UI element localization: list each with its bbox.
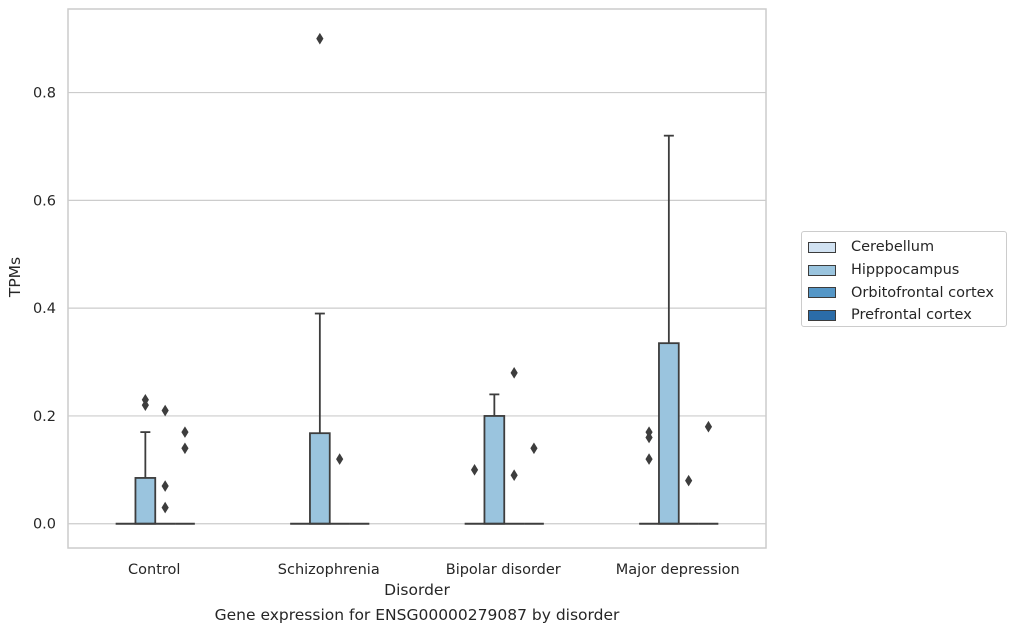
box-hipppocampus	[309, 432, 331, 525]
legend-swatch	[808, 309, 836, 321]
y-tick-label: 0.0	[33, 517, 56, 533]
box-hipppocampus	[483, 415, 506, 525]
legend-label: Hipppocampus	[851, 262, 960, 279]
y-tick-label: 0.2	[33, 409, 56, 425]
outlier-point	[645, 426, 653, 438]
box-hipppocampus	[658, 342, 680, 525]
outlier-point	[510, 469, 518, 482]
outlier-point	[161, 501, 169, 514]
outlier-point	[645, 453, 653, 465]
outlier-point	[510, 367, 518, 379]
outlier-point	[336, 453, 344, 465]
y-axis-label: TPMs	[6, 256, 24, 298]
x-tick-label: Major depression	[616, 562, 740, 578]
legend-item: Cerebellum	[808, 236, 1006, 259]
legend-label: Orbitofrontal cortex	[851, 284, 994, 301]
x-axis-label: Disorder	[384, 581, 450, 599]
legend: Cerebellum Hipppocampus Orbitofrontal cort…	[801, 231, 1007, 327]
outlier-point	[530, 442, 538, 455]
x-tick-label: Control	[128, 562, 180, 578]
legend-label: Cerebellum	[851, 239, 935, 256]
y-tick-label: 0.8	[33, 86, 56, 102]
plot-frame	[67, 8, 767, 549]
x-tick-label: Schizophrenia	[278, 562, 380, 578]
box-hipppocampus	[134, 477, 157, 525]
y-tick-label: 0.4	[33, 301, 56, 317]
outlier-point	[470, 464, 479, 476]
legend-label: Prefrontal cortex	[851, 307, 972, 324]
legend-swatch	[808, 287, 836, 299]
outlier-point	[161, 404, 169, 417]
y-tick-label: 0.6	[33, 193, 56, 209]
chart-caption: Gene expression for ENSG00000279087 by d…	[214, 606, 620, 624]
legend-item: Prefrontal cortex	[808, 304, 1006, 327]
outlier-point	[704, 420, 713, 433]
legend-item: Orbitofrontal cortex	[808, 281, 1006, 304]
outlier-point	[316, 32, 324, 45]
legend-swatch	[808, 241, 836, 253]
outlier-point	[141, 393, 149, 406]
outlier-point	[181, 426, 189, 438]
legend-item: Hipppocampus	[808, 259, 1006, 282]
outlier-point	[181, 442, 189, 455]
x-tick-label: Bipolar disorder	[446, 562, 561, 578]
legend-swatch	[808, 264, 836, 276]
outlier-point	[685, 474, 693, 487]
outlier-point	[161, 480, 169, 492]
